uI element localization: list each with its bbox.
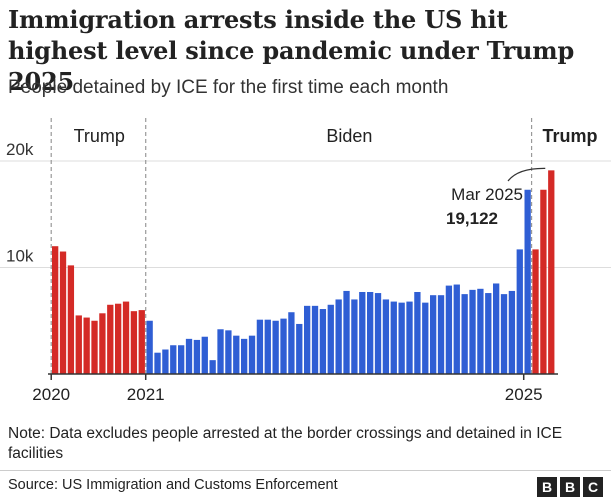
- bar-25: [248, 335, 256, 374]
- bar-29: [280, 318, 287, 374]
- chart-title: Immigration arrests inside the US hit hi…: [8, 5, 575, 96]
- logo-letter-b1: B: [537, 477, 557, 497]
- bar-51: [453, 284, 460, 374]
- bar-45: [406, 301, 413, 374]
- bbc-logo: B B C: [537, 477, 603, 497]
- bar-47: [422, 302, 429, 374]
- bar-26: [256, 319, 264, 374]
- bar-48: [430, 295, 437, 374]
- x-tick-label-2020: 2020: [32, 385, 70, 404]
- bar-15: [170, 345, 177, 374]
- bar-11: [138, 310, 145, 374]
- annotation-label: Mar 2025: [451, 185, 523, 204]
- chart-subtitle: People detained by ICE for the first tim…: [8, 77, 449, 98]
- bar-7: [107, 304, 114, 374]
- bar-23: [233, 335, 240, 374]
- bar-27: [264, 319, 271, 374]
- bar-59: [516, 249, 523, 374]
- bar-22: [225, 330, 232, 374]
- bar-34: [319, 309, 327, 374]
- bar-63: [548, 170, 555, 374]
- bar-13: [154, 352, 161, 374]
- bar-17: [185, 338, 193, 374]
- bar-49: [437, 295, 445, 374]
- bar-41: [374, 293, 382, 374]
- annotation-leader-line: [507, 167, 546, 182]
- bar-53: [469, 289, 476, 374]
- bar-2: [67, 265, 75, 374]
- bar-38: [351, 299, 358, 374]
- bar-3: [75, 315, 82, 374]
- bar-61: [532, 249, 539, 374]
- bar-chart: 10k 20k Trump Biden Trump 2020 2021 2025 Mar 202…: [0, 118, 611, 404]
- annotation-value: 19,122: [446, 209, 498, 228]
- period-label-2: Trump: [542, 126, 597, 146]
- bar-6: [99, 313, 106, 374]
- bar-55: [485, 293, 492, 374]
- bar-0: [52, 246, 59, 374]
- bar-24: [241, 338, 248, 374]
- bar-39: [359, 291, 366, 374]
- period-label-0: Trump: [74, 126, 125, 146]
- chart-note: Note: Data excludes people arrested at t…: [8, 425, 563, 462]
- bar-16: [178, 345, 185, 374]
- x-tick-label-2021: 2021: [127, 385, 165, 404]
- logo-letter-c: C: [583, 477, 603, 497]
- bar-36: [335, 299, 342, 374]
- bar-58: [508, 290, 516, 374]
- bar-52: [461, 294, 468, 374]
- bar-9: [122, 301, 130, 374]
- bar-46: [414, 291, 421, 374]
- bar-19: [201, 336, 208, 374]
- bar-14: [162, 349, 169, 374]
- bar-30: [288, 312, 295, 374]
- bar-31: [296, 323, 303, 374]
- bar-37: [343, 290, 350, 374]
- bar-1: [59, 251, 67, 374]
- bar-10: [130, 311, 138, 374]
- bar-35: [327, 304, 334, 374]
- footer-divider: [0, 470, 611, 471]
- bar-50: [445, 285, 453, 374]
- bar-8: [115, 303, 122, 374]
- bar-57: [500, 294, 508, 374]
- bar-42: [382, 299, 390, 374]
- bar-32: [304, 305, 311, 374]
- bar-44: [398, 302, 405, 374]
- bar-18: [193, 339, 201, 374]
- bar-43: [390, 301, 397, 374]
- bar-62: [540, 189, 547, 374]
- bar-60: [524, 189, 531, 374]
- bar-56: [493, 283, 500, 374]
- bar-54: [477, 288, 484, 374]
- x-tick-label-2025: 2025: [505, 385, 543, 404]
- bar-21: [217, 329, 224, 374]
- logo-letter-b2: B: [560, 477, 580, 497]
- source-text: Source: US Immigration and Customs Enfor…: [8, 477, 338, 493]
- y-tick-label-10k: 10k: [6, 247, 34, 266]
- period-label-1: Biden: [326, 126, 372, 146]
- bar-5: [91, 320, 98, 374]
- bar-4: [83, 317, 90, 374]
- bar-20: [209, 360, 216, 374]
- bar-28: [272, 320, 279, 374]
- bar-40: [367, 291, 374, 374]
- y-tick-label-20k: 20k: [6, 140, 34, 159]
- bar-12: [146, 320, 153, 374]
- bar-33: [311, 305, 319, 374]
